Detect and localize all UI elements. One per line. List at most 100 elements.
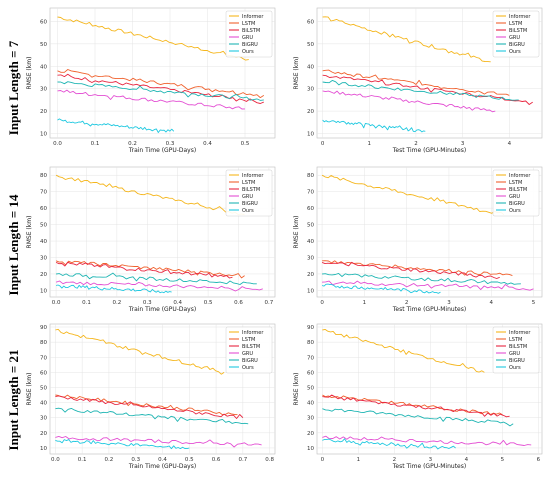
legend-label: BiLSTM <box>242 344 260 350</box>
y-tick-label: 90 <box>307 325 314 331</box>
legend-label: BiGRU <box>509 201 525 207</box>
x-tick-label: 6 <box>537 457 541 463</box>
y-tick-label: 40 <box>40 64 47 70</box>
legend-label: LSTM <box>242 337 255 343</box>
x-tick-label: 3 <box>461 141 465 147</box>
series-line-lstm <box>55 260 245 279</box>
legend-label: Ours <box>509 208 521 214</box>
x-tick-label: 1 <box>363 300 367 306</box>
y-tick-label: 10 <box>40 446 47 452</box>
y-tick-label: 60 <box>307 370 314 376</box>
legend-label: Informer <box>242 330 264 336</box>
y-tick-label: 20 <box>307 431 314 437</box>
series-line-informer <box>322 16 491 63</box>
y-tick-label: 60 <box>40 206 47 212</box>
y-tick-label: 10 <box>40 288 47 294</box>
y-tick-label: 20 <box>40 272 47 278</box>
y-tick-label: 50 <box>307 42 314 48</box>
series-line-bigru <box>55 407 249 425</box>
y-tick-label: 50 <box>40 223 47 229</box>
legend-label: BiGRU <box>509 358 525 364</box>
series-line-informer <box>57 16 249 61</box>
x-tick-label: 0.0 <box>51 457 60 463</box>
legend-label: Ours <box>242 208 254 214</box>
series-line-lstm <box>322 69 510 96</box>
x-axis-label: Train Time (GPU-Days) <box>128 147 196 154</box>
chart-panel-2: 10 20 30 40 50 60 0 1 2 3 4 Test Time (GPU-Minutes)… <box>293 7 543 154</box>
y-tick-label: 30 <box>40 416 47 422</box>
chart-panel-5: 10 20 30 40 50 60 70 80 90 0.0 0.1 0.2 0.3 0.4 0.5 0.6 0… <box>26 323 276 470</box>
series-line-gru <box>322 90 496 113</box>
x-tick-label: 0.2 <box>105 457 114 463</box>
legend-label: BiLSTM <box>509 344 527 350</box>
series-line-ours <box>322 438 456 450</box>
y-tick-label: 40 <box>307 64 314 70</box>
series-line-bilstm <box>55 395 244 419</box>
legend-label: LSTM <box>242 180 255 186</box>
series-line-bigru <box>322 272 521 285</box>
y-tick-label: 20 <box>40 431 47 437</box>
x-tick-label: 0 <box>321 457 325 463</box>
y-tick-label: 30 <box>307 87 314 93</box>
x-tick-label: 0.2 <box>113 300 122 306</box>
legend-label: Ours <box>509 365 521 371</box>
y-tick-label: 70 <box>307 190 314 196</box>
legend-label: Informer <box>509 330 531 336</box>
y-tick-label: 10 <box>307 446 314 452</box>
legend-label: GRU <box>242 35 253 41</box>
legend-label: GRU <box>242 194 253 200</box>
x-tick-label: 0.5 <box>185 457 194 463</box>
x-tick-label: 4 <box>465 457 469 463</box>
chart-panel-1: 10 20 30 40 50 60 0.0 0.1 0.2 0.3 0.4 0.5 Train Time… <box>26 7 276 154</box>
y-axis-label: RMSE (km) <box>293 373 300 406</box>
y-tick-label: 70 <box>40 355 47 361</box>
y-tick-label: 50 <box>307 385 314 391</box>
x-tick-label: 0.4 <box>158 457 167 463</box>
y-tick-label: 40 <box>307 401 314 407</box>
x-tick-label: 0.7 <box>238 457 247 463</box>
x-axis-label: Train Time (GPU-Days) <box>128 463 196 470</box>
x-tick-label: 0.3 <box>131 457 140 463</box>
legend-label: GRU <box>509 35 520 41</box>
x-tick-label: 0.1 <box>78 457 87 463</box>
x-tick-label: 0 <box>321 141 325 147</box>
series-line-bigru <box>322 79 519 101</box>
x-tick-label: 5 <box>501 457 505 463</box>
y-tick-label: 30 <box>307 416 314 422</box>
legend-label: Ours <box>509 49 521 55</box>
series-line-bilstm <box>321 261 500 279</box>
y-axis-label: RMSE (km) <box>26 373 33 406</box>
y-tick-label: 50 <box>40 42 47 48</box>
series-line-informer <box>321 174 505 216</box>
legend-label: BiLSTM <box>242 187 260 193</box>
legend-label: BiGRU <box>242 201 258 207</box>
y-tick-label: 60 <box>40 19 47 25</box>
x-tick-label: 0.6 <box>212 457 221 463</box>
y-tick-label: 90 <box>40 325 47 331</box>
x-tick-label: 0.1 <box>82 300 91 306</box>
x-tick-label: 4 <box>508 141 512 147</box>
series-line-ours <box>55 439 190 450</box>
x-tick-label: 1 <box>357 457 361 463</box>
series-line-bilstm <box>322 394 510 418</box>
series-line-ours <box>55 284 172 294</box>
x-tick-label: 0.0 <box>52 300 61 306</box>
legend-label: LSTM <box>509 21 522 27</box>
y-tick-label: 10 <box>40 132 47 138</box>
series-line-gru <box>322 280 534 291</box>
y-tick-label: 70 <box>40 190 47 196</box>
y-axis-label: RMSE (km) <box>26 57 33 90</box>
y-tick-label: 80 <box>40 173 47 179</box>
y-tick-label: 20 <box>307 109 314 115</box>
x-tick-label: 0.0 <box>53 141 62 147</box>
y-tick-label: 10 <box>307 288 314 294</box>
series-line-gru <box>322 435 532 446</box>
x-axis-label: Test Time (GPU-Minutes) <box>392 147 466 154</box>
legend-label: BiLSTM <box>509 187 527 193</box>
x-axis-label: Test Time (GPU-Minutes) <box>392 463 466 470</box>
x-tick-label: 2 <box>405 300 409 306</box>
x-tick-label: 0.4 <box>203 141 212 147</box>
legend-label: GRU <box>242 351 253 357</box>
